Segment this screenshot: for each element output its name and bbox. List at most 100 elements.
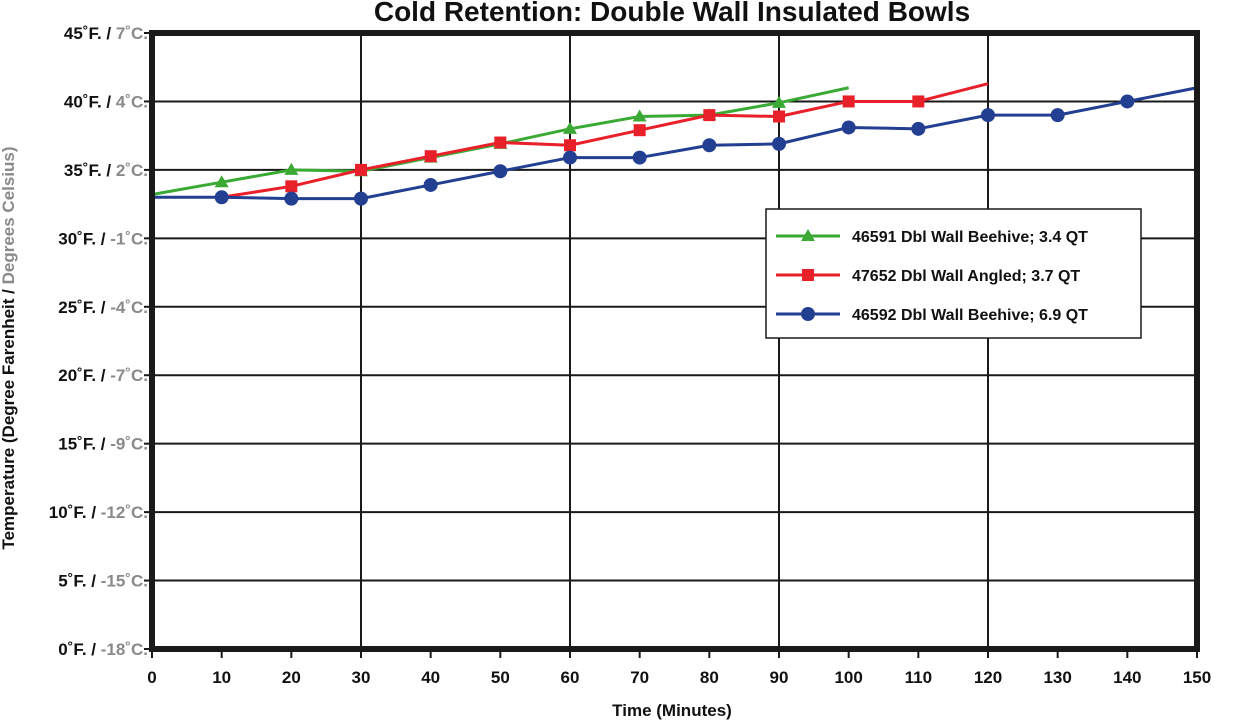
data-point: [772, 136, 786, 151]
grid: [144, 32, 1198, 658]
y-tick-fahrenheit: 35˚F. /: [64, 161, 116, 180]
data-point: [423, 177, 438, 192]
data-point: [493, 164, 508, 179]
y-tick-celsius: -1˚C.: [110, 229, 148, 248]
y-tick-celsius: -12˚C.: [101, 503, 148, 522]
y-tick-celsius: 4˚C.: [116, 92, 148, 111]
y-tick-celsius: -18˚C.: [101, 640, 148, 659]
x-tick-label: 80: [700, 668, 719, 687]
data-point: [632, 150, 647, 165]
data-point: [563, 121, 577, 134]
y-tick-celsius: -7˚C.: [110, 366, 148, 385]
x-tick-label: 100: [834, 668, 862, 687]
y-tick-fahrenheit: 25˚F. /: [58, 298, 110, 317]
y-axis-title-celsius: Degrees Celsius): [0, 146, 18, 284]
y-tick-label: 15˚F. / -9˚C.: [58, 435, 148, 454]
data-point: [563, 150, 577, 165]
y-tick-label: 25˚F. / -4˚C.: [58, 298, 148, 317]
legend-label: 46592 Dbl Wall Beehive; 6.9 QT: [852, 307, 1088, 324]
y-tick-fahrenheit: 40˚F. /: [64, 92, 116, 111]
legend-item: 46592 Dbl Wall Beehive; 6.9 QT: [776, 307, 1088, 324]
data-point: [564, 139, 576, 152]
x-tick-label: 20: [282, 668, 301, 687]
data-point: [842, 95, 855, 108]
y-tick-fahrenheit: 0˚F. /: [58, 640, 101, 659]
series-2: [221, 82, 989, 199]
legend-item: 46591 Dbl Wall Beehive; 3.4 QT: [776, 229, 1088, 246]
series-line: [221, 82, 989, 199]
y-tick-label: 40˚F. / 4˚C.: [64, 92, 148, 111]
data-point: [355, 163, 367, 176]
plot-border: [149, 30, 1200, 652]
data-point: [214, 175, 229, 188]
y-axis-title-separator: /: [0, 284, 18, 298]
legend-item: 47652 Dbl Wall Angled; 3.7 QT: [776, 268, 1080, 285]
chart-title: Cold Retention: Double Wall Insulated Bo…: [374, 0, 970, 27]
y-tick-fahrenheit: 15˚F. /: [58, 435, 110, 454]
data-point: [911, 121, 926, 136]
x-tick-label: 140: [1113, 668, 1141, 687]
data-point: [285, 180, 298, 193]
legend-marker: [802, 269, 814, 281]
data-point: [424, 150, 437, 163]
data-point: [773, 110, 785, 123]
data-point: [1050, 108, 1065, 123]
x-tick-label: 30: [352, 668, 371, 687]
data-point: [284, 191, 299, 206]
series-3: [152, 86, 1198, 206]
x-tick-label: 50: [491, 668, 510, 687]
legend-marker: [801, 229, 815, 241]
y-tick-fahrenheit: 5˚F. /: [58, 572, 101, 591]
data-point: [633, 124, 646, 137]
y-tick-fahrenheit: 30˚F. /: [58, 229, 110, 248]
series-line: [152, 86, 1198, 201]
y-tick-fahrenheit: 10˚F. /: [49, 503, 101, 522]
data-point: [702, 138, 717, 153]
y-tick-labels: 45˚F. / 7˚C. 40˚F. / 4˚C. 35˚F. / 2˚C. 30˚F…: [49, 24, 148, 659]
x-tick-label: 120: [974, 668, 1002, 687]
data-point: [841, 120, 856, 135]
y-tick-label: 10˚F. / -12˚C.: [49, 503, 148, 522]
y-tick-label: 0˚F. / -18˚C.: [58, 640, 148, 659]
y-tick-celsius: -15˚C.: [101, 572, 148, 591]
x-tick-label: 70: [630, 668, 649, 687]
x-tick-labels: 0 10 20 30 40 50 60 70 80 90 100 110 120 130 140 150: [147, 668, 1211, 687]
data-point: [772, 95, 786, 108]
legend-marker: [801, 307, 815, 321]
legend-label: 47652 Dbl Wall Angled; 3.7 QT: [852, 268, 1080, 285]
data-point: [981, 108, 995, 123]
x-tick-label: 0: [147, 668, 156, 687]
y-tick-celsius: 7˚C.: [116, 24, 148, 43]
y-tick-label: 35˚F. / 2˚C.: [64, 161, 148, 180]
data-point: [1120, 94, 1135, 109]
y-axis-title: Temperature (Degree Farenheit / Degrees …: [0, 146, 18, 549]
data-point: [632, 109, 647, 122]
y-tick-label: 5˚F. / -15˚C.: [58, 572, 148, 591]
y-tick-celsius: 2˚C.: [116, 161, 148, 180]
x-tick-label: 110: [905, 668, 932, 687]
legend: 46591 Dbl Wall Beehive; 3.4 QT 47652 Dbl …: [765, 208, 1142, 339]
y-tick-celsius: -4˚C.: [110, 298, 148, 317]
y-axis-title-fahrenheit: Temperature (Degree Farenheit: [0, 298, 18, 549]
series-lines: [151, 82, 1198, 206]
data-point: [354, 191, 368, 206]
x-axis-title: Time (Minutes): [612, 701, 732, 720]
data-point: [494, 136, 507, 149]
y-tick-fahrenheit: 45˚F. /: [64, 24, 116, 43]
y-tick-label: 45˚F. / 7˚C.: [64, 24, 148, 43]
data-point: [284, 162, 299, 175]
data-point: [214, 190, 229, 205]
x-tick-label: 10: [212, 668, 231, 687]
data-point: [912, 95, 925, 108]
x-tick-label: 130: [1043, 668, 1071, 687]
data-point: [703, 109, 716, 122]
x-tick-label: 150: [1183, 668, 1211, 687]
y-tick-label: 20˚F. / -7˚C.: [58, 366, 148, 385]
y-tick-celsius: -9˚C.: [110, 435, 148, 454]
y-tick-fahrenheit: 20˚F. /: [58, 366, 110, 385]
x-tick-label: 90: [770, 668, 789, 687]
x-tick-label: 60: [561, 668, 580, 687]
x-tick-label: 40: [421, 668, 440, 687]
y-tick-label: 30˚F. / -1˚C.: [58, 229, 148, 248]
